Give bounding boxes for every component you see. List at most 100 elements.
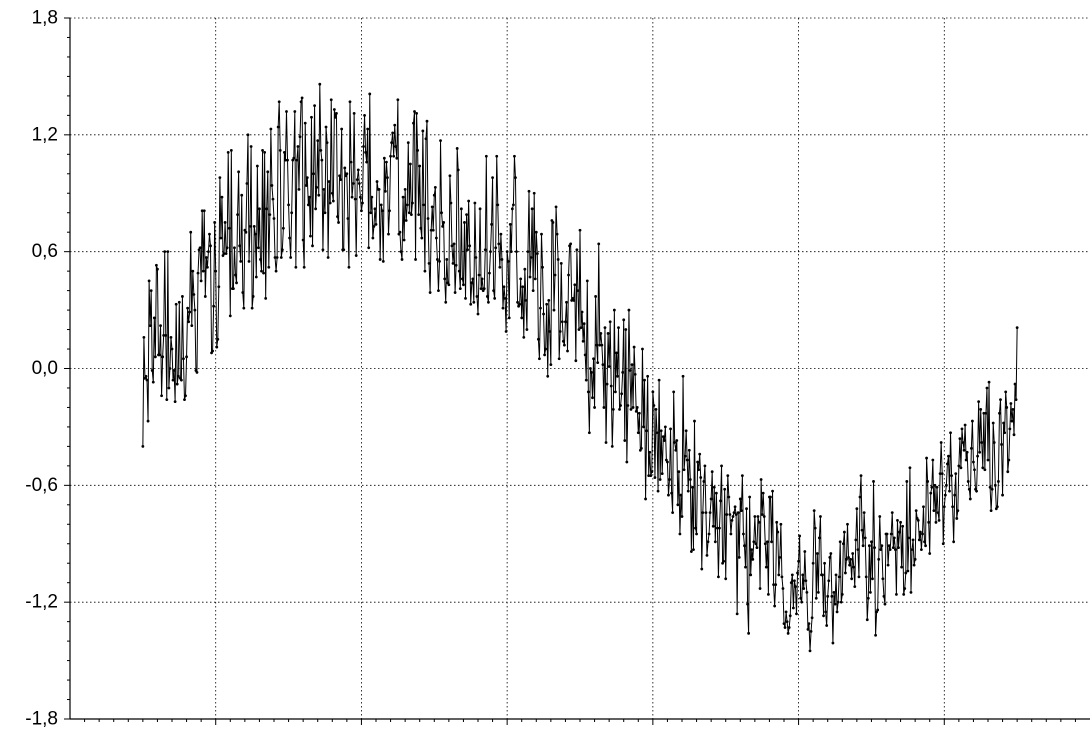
data-point <box>328 201 332 205</box>
data-point <box>505 250 509 254</box>
data-point <box>300 96 304 100</box>
data-point <box>516 300 519 304</box>
data-point <box>656 489 660 493</box>
data-point <box>642 425 645 429</box>
data-point <box>487 300 490 304</box>
data-point <box>237 170 241 174</box>
data-point <box>364 150 367 154</box>
data-point <box>730 518 734 522</box>
data-point <box>754 542 758 546</box>
data-point <box>830 594 834 598</box>
data-point <box>498 265 502 269</box>
data-point <box>211 349 214 353</box>
data-point <box>462 283 465 287</box>
data-point <box>295 158 299 162</box>
data-point <box>519 277 523 281</box>
data-point <box>265 207 269 211</box>
data-point <box>355 178 359 182</box>
data-point <box>851 552 855 555</box>
data-point <box>591 396 594 400</box>
data-point <box>249 145 253 148</box>
data-point <box>536 337 540 341</box>
data-point <box>907 536 911 540</box>
data-point <box>834 573 838 577</box>
data-point <box>331 199 335 203</box>
data-point <box>660 472 664 476</box>
data-point <box>431 228 435 232</box>
data-point <box>674 448 678 452</box>
data-point <box>677 470 681 474</box>
data-point <box>547 298 551 302</box>
data-point <box>804 579 808 583</box>
data-point <box>785 620 789 624</box>
data-point <box>459 207 463 211</box>
data-point <box>521 285 525 289</box>
data-point <box>592 357 595 361</box>
data-point <box>833 602 837 606</box>
data-point <box>586 390 590 394</box>
data-point <box>305 176 309 180</box>
data-point <box>828 555 832 559</box>
data-point <box>251 295 255 298</box>
data-point <box>170 347 174 351</box>
y-tick-label: -0,6 <box>25 475 58 496</box>
data-point <box>574 359 578 363</box>
data-point <box>362 145 365 148</box>
data-point <box>576 289 580 293</box>
data-point <box>882 594 886 598</box>
data-point <box>383 189 387 193</box>
data-point <box>174 302 178 306</box>
data-point <box>693 419 696 423</box>
data-point <box>294 265 298 269</box>
data-point <box>731 515 735 518</box>
data-point <box>683 454 687 458</box>
data-point <box>499 232 503 236</box>
y-tick-label: -1,8 <box>25 709 58 730</box>
data-point <box>583 353 587 357</box>
data-point <box>926 480 930 483</box>
data-point <box>839 600 843 604</box>
data-point <box>335 112 338 115</box>
data-point <box>247 260 251 263</box>
data-point <box>734 513 738 516</box>
data-point <box>862 511 866 514</box>
data-point <box>311 244 314 248</box>
data-point <box>514 176 517 180</box>
data-point <box>956 509 960 513</box>
data-point <box>577 328 581 331</box>
data-point <box>543 353 547 357</box>
data-point <box>579 326 583 330</box>
data-point <box>382 156 386 160</box>
data-point <box>347 265 351 269</box>
data-point <box>188 310 192 314</box>
data-point <box>681 374 685 378</box>
data-point <box>172 369 176 372</box>
data-point <box>268 213 272 217</box>
data-point <box>909 591 913 594</box>
data-point <box>518 302 522 306</box>
data-point <box>457 269 461 273</box>
data-point <box>357 182 361 185</box>
data-point <box>809 629 813 633</box>
data-point <box>946 462 949 466</box>
data-point <box>908 466 912 470</box>
data-point <box>848 563 851 567</box>
data-point <box>810 616 814 620</box>
data-point <box>991 421 995 425</box>
data-point <box>418 164 422 168</box>
data-point <box>963 423 967 427</box>
data-point <box>906 569 910 573</box>
data-point <box>361 201 364 205</box>
data-point <box>150 369 154 372</box>
data-point <box>472 300 476 304</box>
data-point <box>863 536 867 540</box>
data-point <box>432 193 436 197</box>
y-tick-label: 0,6 <box>32 241 58 262</box>
data-point <box>689 550 693 553</box>
data-point <box>345 172 349 176</box>
data-point <box>682 468 686 472</box>
data-point <box>238 244 242 248</box>
data-point <box>149 289 153 293</box>
data-point <box>468 244 472 248</box>
data-point <box>350 195 354 199</box>
